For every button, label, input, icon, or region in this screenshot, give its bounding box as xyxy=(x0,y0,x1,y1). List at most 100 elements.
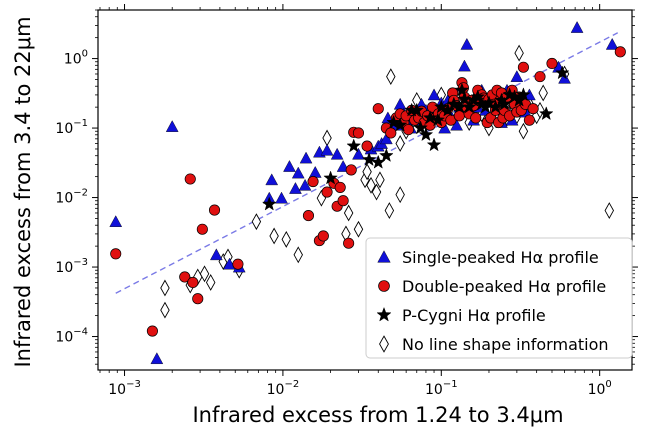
x-axis-label: Infrared excess from 1.24 to 3.4μm xyxy=(192,403,563,427)
star-point xyxy=(261,196,277,211)
circle-point xyxy=(196,223,208,235)
triangle-point xyxy=(299,151,313,164)
diamond-point xyxy=(199,265,210,283)
diamond-point xyxy=(518,122,529,140)
star-point xyxy=(426,137,442,152)
circle-point xyxy=(187,276,199,289)
circle-point xyxy=(110,248,122,260)
x-tick-label: 10−3 xyxy=(108,379,141,398)
circle-point xyxy=(523,114,535,126)
y-tick-label: 100 xyxy=(64,49,88,68)
circle-point xyxy=(470,112,482,124)
star-point xyxy=(323,170,338,185)
circle-point xyxy=(232,258,244,270)
triangle-point xyxy=(558,71,571,84)
x-tick-label: 10−2 xyxy=(267,379,300,398)
y-axis-label: Infrared excess from 3.4 to 22μm xyxy=(11,16,35,367)
plot-border xyxy=(97,9,633,371)
triangle-point xyxy=(352,147,365,160)
circle-point xyxy=(317,230,329,242)
triangle-point xyxy=(320,143,334,156)
diamond-point xyxy=(538,84,548,102)
circle-point xyxy=(302,210,315,222)
star-point xyxy=(392,117,408,132)
y-tick-label: 10−2 xyxy=(55,188,88,207)
triangle-point xyxy=(570,21,584,33)
triangle-point xyxy=(427,88,441,101)
triangle-point xyxy=(605,37,619,50)
legend-label: P-Cygni Hα profile xyxy=(402,306,546,325)
triangle-point xyxy=(109,215,123,227)
triangle-point xyxy=(380,132,393,145)
star-point xyxy=(538,106,554,121)
y-tick-label: 10−3 xyxy=(55,257,88,276)
circle-point xyxy=(343,237,355,249)
star-point xyxy=(418,127,434,142)
legend-circle-icon xyxy=(378,280,390,292)
star-point xyxy=(409,102,425,117)
circle-point xyxy=(614,46,626,58)
triangle-point xyxy=(330,147,344,160)
legend-label: Single-peaked Hα profile xyxy=(402,248,599,267)
legend-diamond-icon xyxy=(379,335,389,353)
diamond-point xyxy=(375,171,385,189)
star-point xyxy=(496,96,512,111)
diamond-point xyxy=(293,246,303,264)
circle-point xyxy=(361,140,373,152)
circle-point xyxy=(372,103,384,115)
triangle-point xyxy=(291,166,305,179)
star-point xyxy=(470,89,486,104)
star-point xyxy=(346,138,362,153)
diamond-point xyxy=(386,68,396,86)
circle-point xyxy=(208,204,221,216)
star-point xyxy=(433,99,449,114)
circle-point xyxy=(534,71,546,83)
data-points xyxy=(109,21,626,364)
diamond-point xyxy=(362,163,372,181)
circle-point xyxy=(321,186,333,198)
diamond-point xyxy=(269,227,279,245)
triangle-point xyxy=(283,160,296,172)
triangle-point xyxy=(275,191,288,204)
x-tick-label: 10−1 xyxy=(425,379,458,398)
star-point xyxy=(554,65,570,80)
triangle-point xyxy=(210,248,223,261)
diamond-point xyxy=(281,230,291,248)
diamond-point xyxy=(353,220,364,238)
triangle-point xyxy=(298,178,312,191)
x-tick-label: 100 xyxy=(588,379,612,398)
circle-point xyxy=(337,195,349,207)
legend-label: Double-peaked Hα profile xyxy=(402,277,606,296)
diamond-point xyxy=(395,135,405,152)
star-point xyxy=(516,87,531,102)
legend: Single-peaked Hα profile Double-peaked Hα… xyxy=(365,237,633,359)
star-point xyxy=(413,120,428,135)
star-point xyxy=(481,95,497,110)
diamond-point xyxy=(160,279,170,297)
triangle-point xyxy=(165,120,179,132)
circle-point xyxy=(527,103,539,115)
diamond-point xyxy=(604,202,615,219)
triangle-point xyxy=(289,182,302,194)
triangle-point xyxy=(150,352,164,364)
star-point xyxy=(386,114,401,129)
circle-point xyxy=(402,124,414,136)
circle-point xyxy=(184,173,196,185)
circle-point xyxy=(385,127,397,139)
circle-point xyxy=(517,61,529,73)
diamond-point xyxy=(384,202,395,219)
diamond-point xyxy=(251,213,262,231)
circle-point xyxy=(352,127,365,139)
tick-labels: 10−3 10−2 10−1 100 10−4 10−3 10−2 10−1 100 xyxy=(55,49,611,398)
plot-frame xyxy=(97,9,633,371)
diamond-point xyxy=(160,301,170,319)
circle-point xyxy=(146,325,158,337)
circle-point xyxy=(179,271,191,283)
y-tick-label: 10−4 xyxy=(55,327,88,346)
legend-box xyxy=(365,237,633,359)
circle-point xyxy=(334,181,346,193)
circle-point xyxy=(345,164,357,176)
triangle-point xyxy=(460,37,474,50)
legend-triangle-icon xyxy=(377,250,391,263)
